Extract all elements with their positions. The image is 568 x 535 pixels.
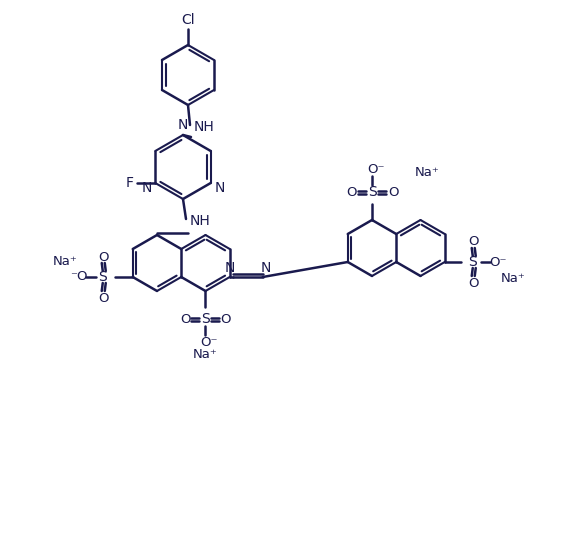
Text: Na⁺: Na⁺ [193, 348, 218, 362]
Text: O: O [180, 312, 191, 325]
Text: O: O [388, 186, 398, 198]
Text: S: S [201, 312, 210, 326]
Text: O: O [220, 312, 231, 325]
Text: S: S [98, 270, 107, 284]
Text: F: F [126, 176, 133, 190]
Text: Na⁺: Na⁺ [52, 255, 77, 268]
Text: NH: NH [190, 214, 210, 228]
Text: N: N [261, 261, 271, 275]
Text: N: N [214, 181, 224, 195]
Text: O: O [346, 186, 356, 198]
Text: N: N [178, 118, 188, 132]
Text: NH: NH [194, 120, 214, 134]
Text: Na⁺: Na⁺ [500, 271, 525, 285]
Text: O⁻: O⁻ [201, 335, 218, 348]
Text: O: O [469, 277, 479, 289]
Text: O⁻: O⁻ [367, 163, 385, 175]
Text: Na⁺: Na⁺ [415, 165, 440, 179]
Text: N: N [224, 261, 235, 275]
Text: S: S [469, 255, 477, 269]
Text: O⁻: O⁻ [489, 256, 507, 269]
Text: O: O [98, 250, 109, 264]
Text: Cl: Cl [181, 13, 195, 27]
Text: N: N [141, 181, 152, 195]
Text: S: S [367, 185, 377, 199]
Text: ⁻O: ⁻O [70, 270, 87, 282]
Text: O: O [469, 234, 479, 248]
Text: O: O [98, 292, 109, 304]
